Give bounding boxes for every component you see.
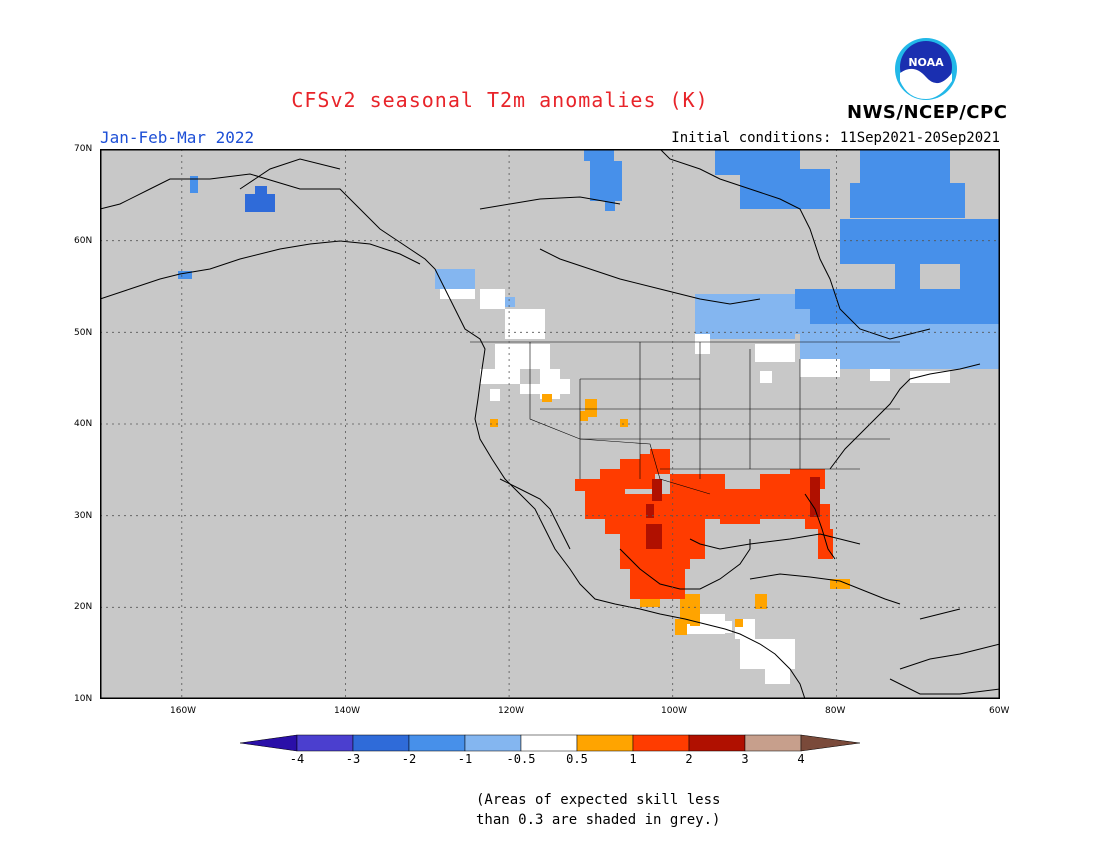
warm-anomaly-cells bbox=[490, 394, 850, 635]
colorbar-segment bbox=[464, 734, 522, 752]
map-frame bbox=[100, 149, 1000, 699]
lat-label: 20N bbox=[74, 602, 93, 612]
lon-label: 60W bbox=[989, 706, 1010, 716]
lat-label: 70N bbox=[74, 144, 93, 154]
lat-label: 60N bbox=[74, 236, 93, 246]
agency-label: NWS/NCEP/CPC bbox=[847, 102, 1008, 123]
colorbar-segment bbox=[576, 734, 634, 752]
colorbar-tick-label: -4 bbox=[289, 752, 305, 766]
anomaly-map bbox=[100, 149, 1000, 699]
chart-title: CFSv2 seasonal T2m anomalies (K) bbox=[291, 88, 709, 112]
lon-label: 100W bbox=[661, 706, 688, 716]
colorbar-segment bbox=[296, 734, 354, 752]
logo-text: NOAA bbox=[908, 56, 944, 69]
colorbar-tick-label: 2 bbox=[685, 752, 693, 766]
lon-label: 120W bbox=[498, 706, 525, 716]
colorbar bbox=[240, 734, 860, 752]
colorbar-segment bbox=[688, 734, 746, 752]
gridlines bbox=[100, 149, 1000, 699]
lat-label: 10N bbox=[74, 694, 93, 704]
colorbar-tick-label: -2 bbox=[401, 752, 417, 766]
skill-note: (Areas of expected skill less than 0.3 a… bbox=[476, 790, 720, 830]
colorbar-tick-label: 4 bbox=[797, 752, 805, 766]
coastlines bbox=[100, 149, 1000, 699]
colorbar-segment bbox=[632, 734, 690, 752]
lon-label: 140W bbox=[334, 706, 361, 716]
lon-label: 160W bbox=[170, 706, 197, 716]
colorbar-tick-label: 3 bbox=[741, 752, 749, 766]
skill-note-line1: (Areas of expected skill less bbox=[476, 792, 721, 808]
colorbar-tick-label: -0.5 bbox=[506, 752, 536, 766]
lat-label: 30N bbox=[74, 511, 93, 521]
skill-note-line2: than 0.3 are shaded in grey.) bbox=[476, 812, 721, 828]
noaa-logo-icon: NOAA bbox=[895, 38, 957, 100]
colorbar-segment bbox=[408, 734, 466, 752]
colorbar-segment bbox=[744, 734, 802, 752]
colorbar-segment bbox=[240, 734, 298, 752]
lat-label: 40N bbox=[74, 419, 93, 429]
lon-label: 80W bbox=[825, 706, 846, 716]
colorbar-segment bbox=[352, 734, 410, 752]
colorbar-tick-label: -1 bbox=[457, 752, 473, 766]
colorbar-tick-label: 0.5 bbox=[566, 752, 588, 766]
lat-label: 50N bbox=[74, 328, 93, 338]
colorbar-segment bbox=[520, 734, 578, 752]
initial-conditions: Initial conditions: 11Sep2021-20Sep2021 bbox=[671, 130, 1000, 146]
state-borders bbox=[470, 341, 900, 495]
colorbar-tick-label: 1 bbox=[629, 752, 637, 766]
forecast-period: Jan-Feb-Mar 2022 bbox=[100, 128, 255, 147]
colorbar-segment bbox=[800, 734, 860, 752]
colorbar-tick-label: -3 bbox=[345, 752, 361, 766]
